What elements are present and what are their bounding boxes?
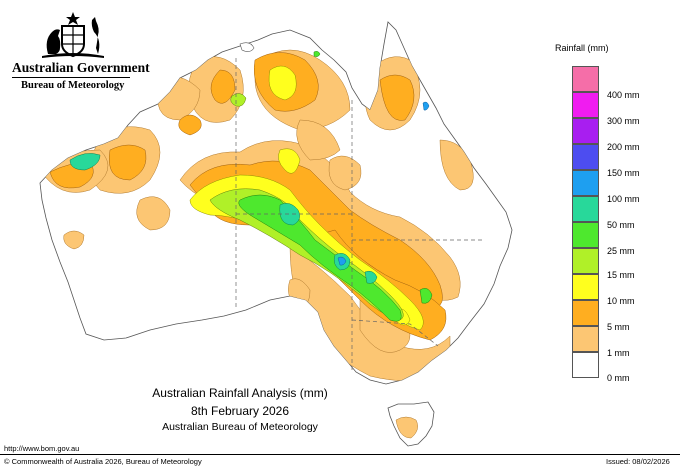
legend-swatch-50 bbox=[572, 196, 599, 222]
legend-label-1: 1 mm bbox=[607, 348, 630, 358]
legend-label-10: 10 mm bbox=[607, 296, 635, 306]
legend-swatch-400 bbox=[572, 66, 599, 92]
legend-label-100: 100 mm bbox=[607, 194, 640, 204]
footer-copyright: © Commonwealth of Australia 2026, Bureau… bbox=[4, 457, 202, 466]
legend-swatch-25 bbox=[572, 222, 599, 248]
caption-source: Australian Bureau of Meteorology bbox=[162, 421, 318, 433]
government-title: Australian Government bbox=[12, 60, 150, 75]
legend-label-200: 200 mm bbox=[607, 142, 640, 152]
legend-swatch-300 bbox=[572, 92, 599, 118]
legend-swatch-0 bbox=[572, 352, 599, 378]
legend-label-150: 150 mm bbox=[607, 168, 640, 178]
caption-title: Australian Rainfall Analysis (mm) bbox=[152, 386, 328, 400]
legend-label-50: 50 mm bbox=[607, 220, 635, 230]
legend-label-15: 15 mm bbox=[607, 270, 635, 280]
caption-date: 8th February 2026 bbox=[190, 404, 290, 418]
legend-label-300: 300 mm bbox=[607, 116, 640, 126]
legend-label-25: 25 mm bbox=[607, 246, 635, 256]
footer-issued: Issued: 08/02/2026 bbox=[606, 457, 670, 466]
legend-swatch-5 bbox=[572, 300, 599, 326]
legend-swatch-200 bbox=[572, 118, 599, 144]
legend-swatch-1 bbox=[572, 326, 599, 352]
legend-swatch-150 bbox=[572, 144, 599, 170]
coat-of-arms-emblem bbox=[42, 12, 104, 58]
bureau-title: Bureau of Meteorology bbox=[21, 80, 125, 91]
legend-label-0: 0 mm bbox=[607, 373, 630, 383]
legend-swatch-10 bbox=[572, 274, 599, 300]
state-borders bbox=[235, 58, 482, 372]
legend-title: Rainfall (mm) bbox=[555, 43, 609, 53]
footer-divider bbox=[0, 454, 680, 455]
footer-url[interactable]: http://www.bom.gov.au bbox=[4, 444, 80, 453]
title-divider bbox=[12, 77, 130, 78]
legend-swatch-100 bbox=[572, 170, 599, 196]
legend-swatch-15 bbox=[572, 248, 599, 274]
rainfall-map bbox=[39, 21, 513, 447]
legend-label-5: 5 mm bbox=[607, 322, 630, 332]
legend-label-400: 400 mm bbox=[607, 90, 640, 100]
